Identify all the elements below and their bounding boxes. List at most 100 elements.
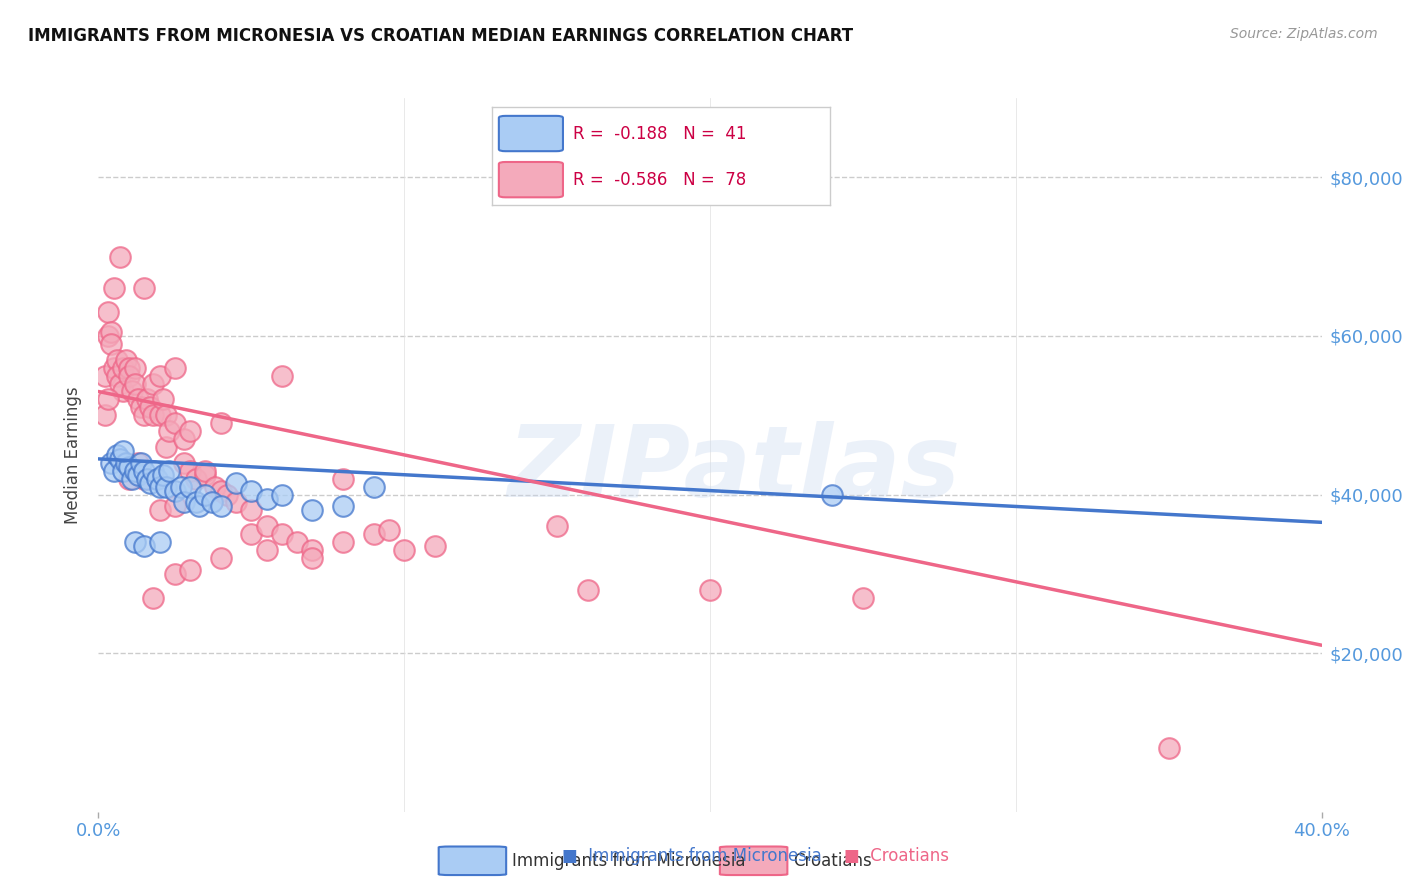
Point <box>136 392 159 407</box>
Point <box>392 543 416 558</box>
Point <box>194 467 217 482</box>
Point <box>149 409 172 423</box>
Point <box>100 325 122 339</box>
Point <box>170 480 193 494</box>
Point <box>136 472 159 486</box>
Point <box>163 483 186 498</box>
Point <box>100 456 122 470</box>
Point <box>163 416 186 430</box>
Point <box>179 464 201 478</box>
Point <box>127 456 149 470</box>
Point <box>142 409 165 423</box>
Point <box>173 495 195 509</box>
Point <box>155 409 177 423</box>
Point <box>209 416 232 430</box>
Point <box>121 472 143 486</box>
Point <box>215 487 238 501</box>
Point <box>142 376 165 391</box>
Point <box>332 472 354 486</box>
Point <box>97 305 120 319</box>
Point <box>149 480 172 494</box>
Point <box>97 392 120 407</box>
Point <box>108 376 131 391</box>
Point <box>256 543 278 558</box>
Point <box>301 503 323 517</box>
Point <box>332 500 354 514</box>
Point <box>105 368 128 383</box>
Point <box>134 281 156 295</box>
Point <box>127 467 149 482</box>
Point <box>105 352 128 367</box>
Point <box>118 368 141 383</box>
Point <box>134 472 156 486</box>
Point <box>93 409 115 423</box>
Point <box>149 368 172 383</box>
Y-axis label: Median Earnings: Median Earnings <box>65 386 83 524</box>
Text: IMMIGRANTS FROM MICRONESIA VS CROATIAN MEDIAN EARNINGS CORRELATION CHART: IMMIGRANTS FROM MICRONESIA VS CROATIAN M… <box>28 27 853 45</box>
Point <box>285 535 308 549</box>
Point <box>145 472 167 486</box>
Point <box>152 467 174 482</box>
Point <box>139 401 162 415</box>
Point <box>200 495 222 509</box>
Point <box>118 360 141 375</box>
Point <box>240 483 263 498</box>
Point <box>115 456 138 470</box>
Point <box>103 360 125 375</box>
Point <box>209 500 232 514</box>
Point <box>194 487 217 501</box>
Point <box>209 551 232 566</box>
Point <box>108 250 131 264</box>
Point <box>256 519 278 533</box>
Point <box>103 464 125 478</box>
Point <box>179 424 201 438</box>
Point <box>142 464 165 478</box>
Point <box>149 503 172 517</box>
Point <box>179 480 201 494</box>
Point <box>124 464 146 478</box>
Point <box>576 582 599 597</box>
Point <box>173 432 195 446</box>
FancyBboxPatch shape <box>499 162 562 197</box>
Point <box>129 456 152 470</box>
Point <box>118 472 141 486</box>
Text: Immigrants from Micronesia: Immigrants from Micronesia <box>512 852 745 870</box>
Point <box>301 551 323 566</box>
Point <box>121 384 143 399</box>
Point <box>157 424 180 438</box>
Point <box>108 451 131 466</box>
Point <box>157 464 180 478</box>
Point <box>270 527 292 541</box>
Point <box>821 487 844 501</box>
Point <box>139 475 162 490</box>
Text: Source: ZipAtlas.com: Source: ZipAtlas.com <box>1230 27 1378 41</box>
Point <box>194 464 217 478</box>
Point <box>149 535 172 549</box>
Text: R =  -0.188   N =  41: R = -0.188 N = 41 <box>574 125 747 143</box>
Point <box>225 475 247 490</box>
Text: ZIPatlas: ZIPatlas <box>508 421 962 517</box>
Point <box>699 582 721 597</box>
Point <box>111 384 134 399</box>
Point <box>179 563 201 577</box>
Point <box>155 480 177 494</box>
Point <box>93 368 115 383</box>
Point <box>332 535 354 549</box>
Point <box>134 539 156 553</box>
Point <box>240 503 263 517</box>
Point <box>163 360 186 375</box>
Point <box>186 472 208 486</box>
Point <box>97 329 120 343</box>
Point <box>173 456 195 470</box>
Point <box>111 360 134 375</box>
Point <box>204 480 226 494</box>
Point <box>186 495 208 509</box>
Point <box>240 527 263 541</box>
Point <box>100 337 122 351</box>
Point <box>127 392 149 407</box>
Point <box>852 591 875 605</box>
Point <box>163 566 186 581</box>
Point <box>155 440 177 454</box>
Text: R =  -0.586   N =  78: R = -0.586 N = 78 <box>574 170 747 188</box>
Point <box>270 368 292 383</box>
